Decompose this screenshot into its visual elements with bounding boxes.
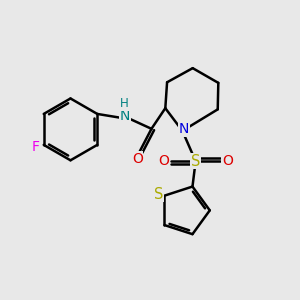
Text: N: N (120, 109, 130, 122)
Text: S: S (154, 187, 163, 202)
Text: S: S (191, 154, 200, 169)
Text: H: H (120, 97, 129, 110)
Text: O: O (132, 152, 143, 166)
Text: O: O (158, 154, 169, 168)
Text: F: F (32, 140, 40, 154)
Text: N: N (179, 122, 189, 136)
Text: O: O (222, 154, 233, 168)
